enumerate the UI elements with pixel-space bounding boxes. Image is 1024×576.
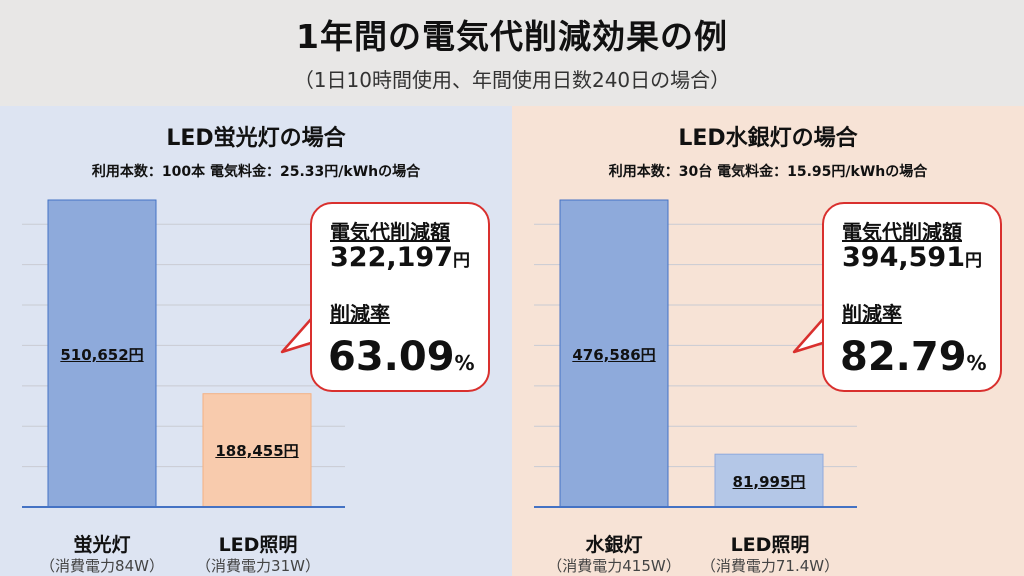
category-note: （消費電力71.4W） [700,557,840,575]
category-name: 蛍光灯 [73,534,131,556]
rate-label: 削減率 [842,302,902,326]
bar-value-label: 81,995円 [732,472,806,491]
page-title: 1年間の電気代削減効果の例 [296,17,728,56]
bar-led [202,393,312,508]
rate-number: 63.09 [328,334,455,380]
savings-callout: 電気代削減額 322,197円 削減率 63.09% [310,202,490,392]
rate-value: 82.79% [840,334,987,380]
bar-conventional [559,199,669,508]
panel-conditions: 利用本数：30台 電気料金：15.95円/kWhの場合 [608,164,928,180]
rate-unit: % [454,351,475,375]
bar-led [714,453,824,508]
category-note: （消費電力84W） [40,557,164,575]
page-subtitle: （1日10時間使用、年間使用日数240日の場合） [293,68,731,92]
rate-unit: % [966,351,987,375]
bar-value-label: 510,652円 [60,345,144,364]
panel-led-fluorescent: LED蛍光灯の場合 利用本数：100本 電気料金：25.33円/kWhの場合 電… [0,106,512,576]
bar-value-label: 476,586円 [572,345,656,364]
category-name: LED照明 [730,534,810,556]
category-name: LED照明 [218,534,298,556]
savings-label: 電気代削減額 [330,220,450,244]
savings-amount-unit: 円 [452,251,470,271]
savings-amount: 322,197円 [330,242,470,273]
header-band: 1年間の電気代削減効果の例 （1日10時間使用、年間使用日数240日の場合） [0,0,1024,106]
panel-title: LED蛍光灯の場合 [166,126,346,151]
bar-chart-fluorescent [22,199,345,508]
category-note: （消費電力415W） [547,557,681,575]
category-name: 水銀灯 [585,534,643,556]
savings-label: 電気代削減額 [842,220,962,244]
panel-conditions: 利用本数：100本 電気料金：25.33円/kWhの場合 [91,164,421,180]
panel-title: LED水銀灯の場合 [678,126,858,151]
rate-number: 82.79 [840,334,967,380]
panel-led-mercury: LED水銀灯の場合 利用本数：30台 電気料金：15.95円/kWhの場合 電気… [512,106,1024,576]
bar-value-label: 188,455円 [215,442,299,461]
rate-value: 63.09% [328,334,475,380]
savings-amount-value: 394,591 [842,242,965,273]
callout-tail [792,317,827,354]
rate-label: 削減率 [330,302,390,326]
bar-conventional [47,199,157,508]
bar-chart-mercury [534,199,857,508]
category-note: （消費電力31W） [196,557,320,575]
savings-amount-unit: 円 [964,251,982,271]
savings-callout: 電気代削減額 394,591円 削減率 82.79% [822,202,1002,392]
savings-amount-value: 322,197 [330,242,453,273]
callout-tail [280,317,315,354]
savings-amount: 394,591円 [842,242,982,273]
